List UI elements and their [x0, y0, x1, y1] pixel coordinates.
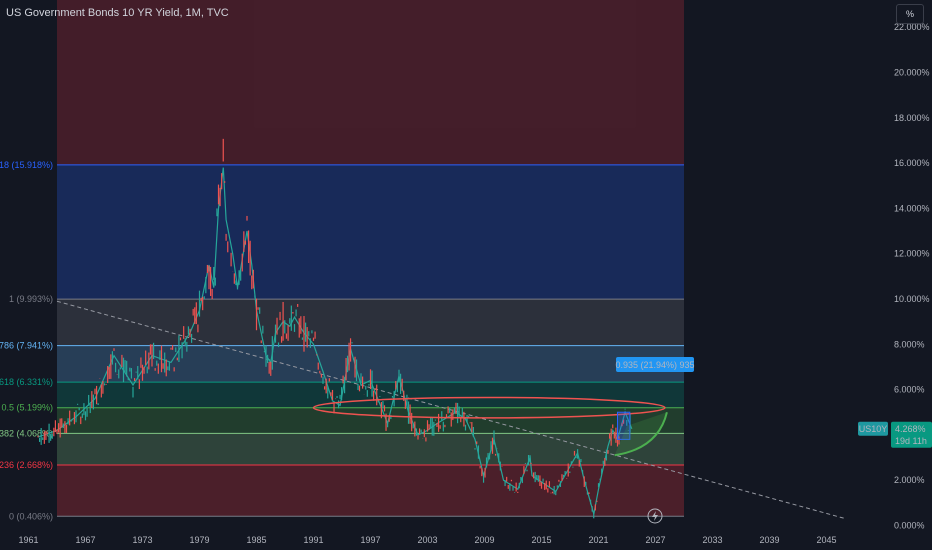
time-tick-label: 1973 [132, 535, 152, 545]
fib-level-label: 0.236 (2.668%) [0, 460, 53, 470]
time-axis-bg [0, 530, 932, 550]
price-axis[interactable]: 0.000%2.000%4.000%6.000%8.000%10.000%12.… [855, 0, 932, 530]
unit-toggle-button[interactable]: % [896, 4, 924, 24]
time-tick-label: 2009 [474, 535, 494, 545]
fib-level-label: 0.618 (6.331%) [0, 377, 53, 387]
time-tick-label: 2027 [645, 535, 665, 545]
price-axis-bg [855, 0, 932, 530]
symbol-tag-label: US10Y [859, 424, 888, 434]
price-tick-label: 14.000% [894, 203, 930, 213]
time-tick-label: 2003 [417, 535, 437, 545]
symbol-tag[interactable] [858, 421, 888, 436]
time-tick-label: 1991 [303, 535, 323, 545]
price-tick-label: 22.000% [894, 22, 930, 32]
measure-label-box[interactable] [616, 357, 694, 372]
fib-level-label: 0 (0.406%) [9, 511, 53, 521]
trendline[interactable] [56, 300, 846, 520]
countdown-label: 19d 11h [895, 436, 927, 446]
measure-box[interactable] [617, 411, 631, 440]
fib-zone [57, 433, 684, 466]
lightning-icon[interactable] [647, 508, 663, 524]
time-tick-label: 2015 [531, 535, 551, 545]
time-tick-label: 1979 [189, 535, 209, 545]
price-tick-label: 18.000% [894, 113, 930, 123]
time-axis[interactable]: 1961 1967 1973 1979 1985 1991 1997 2003 2009 2015… [0, 530, 932, 550]
fib-zone [57, 299, 684, 346]
fib-zone [57, 465, 684, 517]
time-tick-label: 1985 [246, 535, 266, 545]
fib-level-label: 0.5 (5.199%) [1, 403, 53, 413]
price-series [37, 138, 633, 519]
fib-level-label: 1.618 (15.918%) [0, 160, 53, 170]
dashed-trendline[interactable] [56, 300, 846, 520]
fib-zone [57, 407, 684, 434]
time-tick-label: 1961 [18, 535, 38, 545]
price-tick-label: 2.000% [894, 475, 925, 485]
time-tick-label: 2033 [702, 535, 722, 545]
price-tick-label: 20.000% [894, 67, 930, 77]
fib-zones [57, 0, 684, 517]
fib-zone-top [57, 0, 684, 165]
time-tick-label: 2039 [759, 535, 779, 545]
time-tick-label: 1967 [75, 535, 95, 545]
measure-label: 0.935 (21.94%) 935 [615, 360, 694, 370]
time-tick-label: 2021 [588, 535, 608, 545]
ellipse-drawing[interactable] [312, 396, 666, 419]
price-value-tag[interactable] [891, 421, 932, 448]
price-tick-label: 8.000% [894, 339, 925, 349]
price-tick-label: 0.000% [894, 520, 925, 530]
arc-fill [614, 412, 667, 456]
fib-level-label: 1 (9.993%) [9, 294, 53, 304]
price-value-label: 4.268% [895, 424, 926, 434]
time-tick-label: 2045 [816, 535, 836, 545]
fib-level-label: 0.382 (4.068%) [0, 428, 53, 438]
price-tick-label: 6.000% [894, 385, 925, 395]
fib-zone [57, 164, 684, 300]
fib-level-label: 0.786 (7.941%) [0, 341, 53, 351]
fib-levels: 1.618 (15.918%) 1 (9.993%) 0.786 (7.941%) 0… [0, 160, 684, 521]
price-tick-label: 16.000% [894, 158, 930, 168]
price-tick-label: 10.000% [894, 294, 930, 304]
arc-drawing[interactable] [614, 411, 668, 457]
annotations[interactable]: 0.935 (21.94%) 935 [312, 357, 695, 457]
chart-title: US Government Bonds 10 YR Yield, 1M, TVC [6, 7, 229, 19]
time-tick-label: 1997 [360, 535, 380, 545]
price-tick-label: 12.000% [894, 249, 930, 259]
